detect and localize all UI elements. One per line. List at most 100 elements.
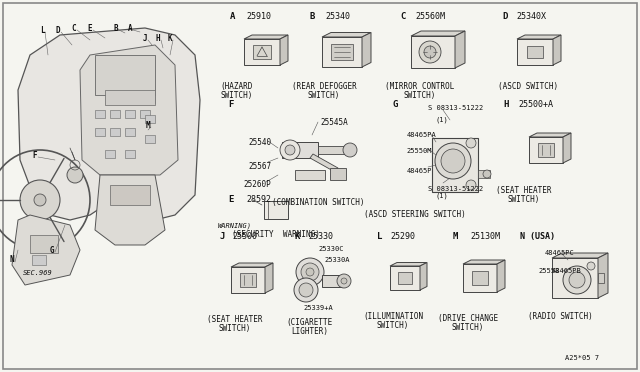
Bar bbox=[125, 110, 135, 118]
Bar bbox=[330, 168, 346, 180]
Bar bbox=[538, 143, 554, 157]
Text: (COMBINATION SWITCH): (COMBINATION SWITCH) bbox=[272, 198, 365, 207]
Text: B: B bbox=[310, 12, 316, 21]
Text: (RADIO SWITCH): (RADIO SWITCH) bbox=[527, 312, 593, 321]
Bar bbox=[32, 255, 46, 265]
Text: 48465PA: 48465PA bbox=[407, 132, 436, 138]
Polygon shape bbox=[231, 263, 273, 267]
Bar bbox=[125, 128, 135, 136]
Bar bbox=[95, 128, 105, 136]
Text: S 08313-51222: S 08313-51222 bbox=[428, 105, 483, 111]
Text: SWITCH): SWITCH) bbox=[219, 324, 251, 333]
Circle shape bbox=[466, 138, 476, 148]
Circle shape bbox=[424, 46, 436, 58]
Bar bbox=[529, 137, 563, 163]
Bar bbox=[240, 273, 256, 287]
Text: (SEAT HEATER: (SEAT HEATER bbox=[207, 315, 263, 324]
Circle shape bbox=[306, 268, 314, 276]
Text: SWITCH): SWITCH) bbox=[221, 91, 253, 100]
Bar bbox=[105, 150, 115, 158]
Bar bbox=[95, 55, 155, 95]
Polygon shape bbox=[529, 133, 571, 137]
Text: (ASCD STEERING SWITCH): (ASCD STEERING SWITCH) bbox=[364, 210, 466, 219]
Polygon shape bbox=[12, 215, 80, 285]
Text: E: E bbox=[88, 23, 92, 32]
Polygon shape bbox=[463, 260, 505, 264]
Circle shape bbox=[296, 258, 324, 286]
Text: (REAR DEFOGGER: (REAR DEFOGGER bbox=[292, 82, 356, 91]
Bar bbox=[322, 275, 344, 287]
Bar bbox=[145, 135, 155, 143]
Text: C: C bbox=[400, 12, 405, 21]
Polygon shape bbox=[517, 35, 561, 39]
Polygon shape bbox=[553, 35, 561, 65]
Bar bbox=[105, 90, 155, 105]
Bar bbox=[331, 44, 353, 60]
Text: (HAZARD: (HAZARD bbox=[221, 82, 253, 91]
Text: SWITCH): SWITCH) bbox=[308, 91, 340, 100]
Bar bbox=[432, 138, 478, 192]
Circle shape bbox=[301, 263, 319, 281]
Circle shape bbox=[435, 143, 471, 179]
Text: D: D bbox=[56, 26, 60, 35]
Text: K: K bbox=[295, 232, 300, 241]
Polygon shape bbox=[563, 133, 571, 163]
Text: 25553: 25553 bbox=[538, 268, 559, 274]
Text: A: A bbox=[230, 12, 236, 21]
Polygon shape bbox=[552, 253, 608, 258]
Text: 48465PB: 48465PB bbox=[552, 268, 582, 274]
Bar bbox=[244, 39, 280, 65]
Circle shape bbox=[587, 262, 595, 270]
Text: SWITCH): SWITCH) bbox=[404, 91, 436, 100]
Bar bbox=[390, 266, 420, 290]
Text: SWITCH): SWITCH) bbox=[452, 323, 484, 332]
Text: (SECURITY  WARNING): (SECURITY WARNING) bbox=[232, 230, 320, 239]
Text: 25130M: 25130M bbox=[470, 232, 500, 241]
Text: 25340: 25340 bbox=[325, 12, 350, 21]
Bar bbox=[322, 37, 362, 67]
Polygon shape bbox=[265, 263, 273, 293]
Polygon shape bbox=[497, 260, 505, 292]
Circle shape bbox=[294, 278, 318, 302]
Text: M: M bbox=[453, 232, 458, 241]
Text: WARNING): WARNING) bbox=[218, 222, 252, 228]
Circle shape bbox=[419, 41, 441, 63]
Text: 48465PC: 48465PC bbox=[545, 250, 575, 256]
Bar bbox=[95, 110, 105, 118]
Text: (CIGARETTE: (CIGARETTE bbox=[287, 318, 333, 327]
Text: A: A bbox=[128, 23, 132, 32]
Bar bbox=[231, 267, 265, 293]
Polygon shape bbox=[455, 31, 465, 68]
Text: (DRIVE CHANGE: (DRIVE CHANGE bbox=[438, 314, 498, 323]
Bar bbox=[282, 142, 318, 158]
Text: J: J bbox=[220, 232, 225, 241]
Text: N: N bbox=[10, 256, 14, 264]
Bar bbox=[30, 235, 58, 253]
Bar bbox=[527, 46, 543, 58]
Text: 25340X: 25340X bbox=[516, 12, 546, 21]
Text: (MIRROR CONTROL: (MIRROR CONTROL bbox=[385, 82, 454, 91]
Text: 25910: 25910 bbox=[246, 12, 271, 21]
Circle shape bbox=[337, 274, 351, 288]
Polygon shape bbox=[411, 31, 465, 36]
Bar bbox=[478, 170, 490, 178]
Polygon shape bbox=[310, 154, 338, 172]
Polygon shape bbox=[362, 32, 371, 67]
Polygon shape bbox=[420, 263, 427, 290]
Text: B: B bbox=[114, 23, 118, 32]
Text: 25290: 25290 bbox=[390, 232, 415, 241]
Polygon shape bbox=[18, 28, 200, 220]
Circle shape bbox=[280, 140, 300, 160]
Text: 25339+A: 25339+A bbox=[303, 305, 333, 311]
Text: K: K bbox=[168, 33, 172, 42]
Text: 25500+A: 25500+A bbox=[518, 100, 553, 109]
Circle shape bbox=[67, 167, 83, 183]
Text: 25567: 25567 bbox=[248, 162, 271, 171]
Text: 25330A: 25330A bbox=[324, 257, 349, 263]
Text: SWITCH): SWITCH) bbox=[377, 321, 409, 330]
Text: 25330: 25330 bbox=[308, 232, 333, 241]
Text: A25*05 7: A25*05 7 bbox=[565, 355, 599, 361]
Text: G: G bbox=[393, 100, 398, 109]
Text: M: M bbox=[146, 121, 150, 129]
Text: H: H bbox=[503, 100, 508, 109]
